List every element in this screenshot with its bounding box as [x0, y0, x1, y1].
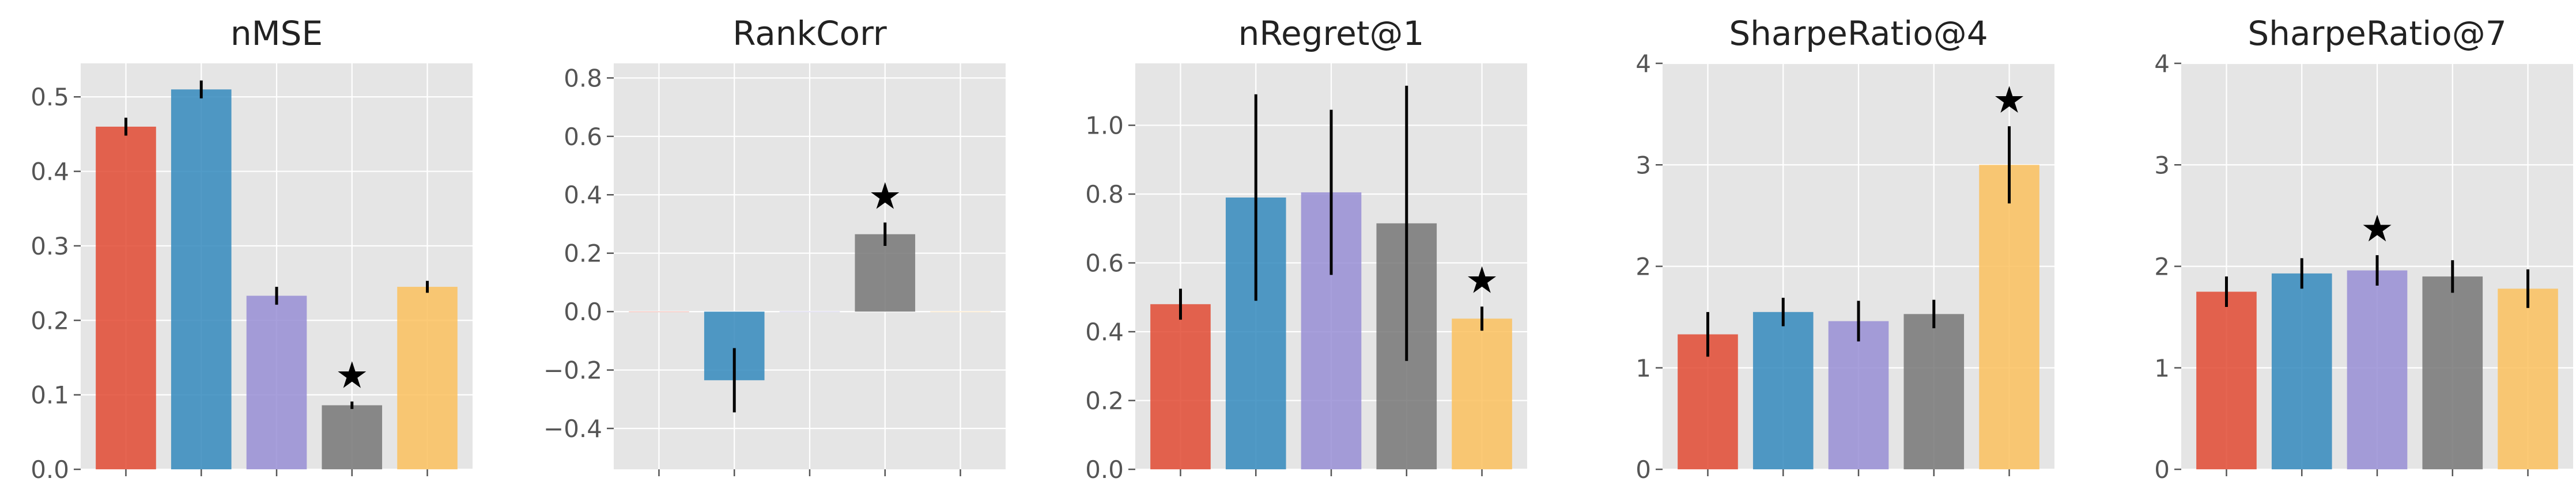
y-tick-label: 0.4 — [1085, 318, 1124, 346]
panel-title: SharpeRatio@4 — [1729, 14, 1988, 53]
y-tick-label: 0 — [2154, 456, 2170, 484]
y-tick-label: 1 — [1636, 354, 1651, 382]
y-tick-label: 0.8 — [564, 64, 602, 92]
panel-2: ★ −0.4 −0.2 0.0 0.2 0.4 0.6 0.8 RankCorr — [543, 14, 1006, 476]
panel-title: nRegret@1 — [1238, 14, 1425, 53]
y-tick-label: 0.5 — [31, 83, 69, 111]
bar — [1979, 165, 2039, 469]
panel-title: RankCorr — [732, 14, 887, 53]
y-tick-label: 0.2 — [1085, 387, 1124, 415]
bar — [171, 89, 232, 470]
bar — [2347, 270, 2408, 469]
y-tick-label: 3 — [2154, 151, 2170, 179]
bar — [2422, 276, 2483, 469]
bar — [1752, 312, 1814, 469]
panel-1: ★ 0.0 0.1 0.2 0.3 0.4 0.5 nMSE — [31, 14, 473, 484]
bar — [322, 405, 383, 469]
y-tick-label: 3 — [1636, 151, 1651, 179]
y-tick-label: 4 — [2154, 50, 2170, 78]
best-star-marker: ★ — [2360, 208, 2393, 251]
bar — [1678, 334, 1738, 469]
y-tick-label: 0.0 — [31, 456, 69, 484]
y-tick-label: 0.3 — [31, 232, 69, 260]
y-tick-label: 0.4 — [564, 181, 602, 209]
y-tick-label: −0.2 — [543, 356, 602, 385]
bar — [397, 287, 458, 469]
y-tick-label: −0.4 — [543, 415, 602, 443]
y-tick-label: 0.6 — [1085, 249, 1124, 278]
bar — [246, 295, 307, 469]
bar — [2271, 273, 2332, 469]
y-tick-label: 0.4 — [31, 158, 69, 186]
y-tick-label: 0.2 — [564, 240, 602, 268]
y-tick-label: 0.2 — [31, 306, 69, 335]
bar — [2498, 289, 2558, 469]
y-tick-label: 1 — [2154, 354, 2170, 382]
y-tick-label: 1.0 — [1085, 112, 1124, 140]
y-tick-label: 0 — [1636, 456, 1651, 484]
panel-title: nMSE — [231, 14, 323, 53]
bar — [1150, 304, 1211, 469]
y-tick-label: 0.1 — [31, 381, 69, 409]
best-star-marker: ★ — [868, 175, 901, 218]
panel-4: ★ 0 1 2 3 4 SharpeRatio@4 — [1636, 14, 2054, 484]
panel-title: SharpeRatio@7 — [2248, 14, 2506, 53]
y-tick-label: 0.0 — [1085, 456, 1124, 484]
bar — [2196, 291, 2257, 469]
bar — [1452, 318, 1512, 469]
best-star-marker: ★ — [1465, 259, 1498, 302]
bar — [1903, 314, 1965, 469]
panel-5: ★ 0 1 2 3 4 SharpeRatio@7 — [2154, 14, 2573, 484]
y-tick-label: 4 — [1636, 50, 1651, 78]
bar — [855, 234, 916, 312]
y-tick-label: 2 — [2154, 253, 2170, 281]
y-tick-label: 0.6 — [564, 123, 602, 151]
best-star-marker: ★ — [1993, 79, 2026, 122]
panel-3: ★ 0.0 0.2 0.4 0.6 0.8 1.0 nRegret@1 — [1085, 14, 1527, 484]
best-star-marker: ★ — [335, 354, 368, 397]
y-tick-label: 0.0 — [564, 298, 602, 326]
bar — [1828, 321, 1889, 469]
y-tick-label: 2 — [1636, 253, 1651, 281]
bar — [96, 126, 156, 470]
y-tick-label: 0.8 — [1085, 180, 1124, 208]
